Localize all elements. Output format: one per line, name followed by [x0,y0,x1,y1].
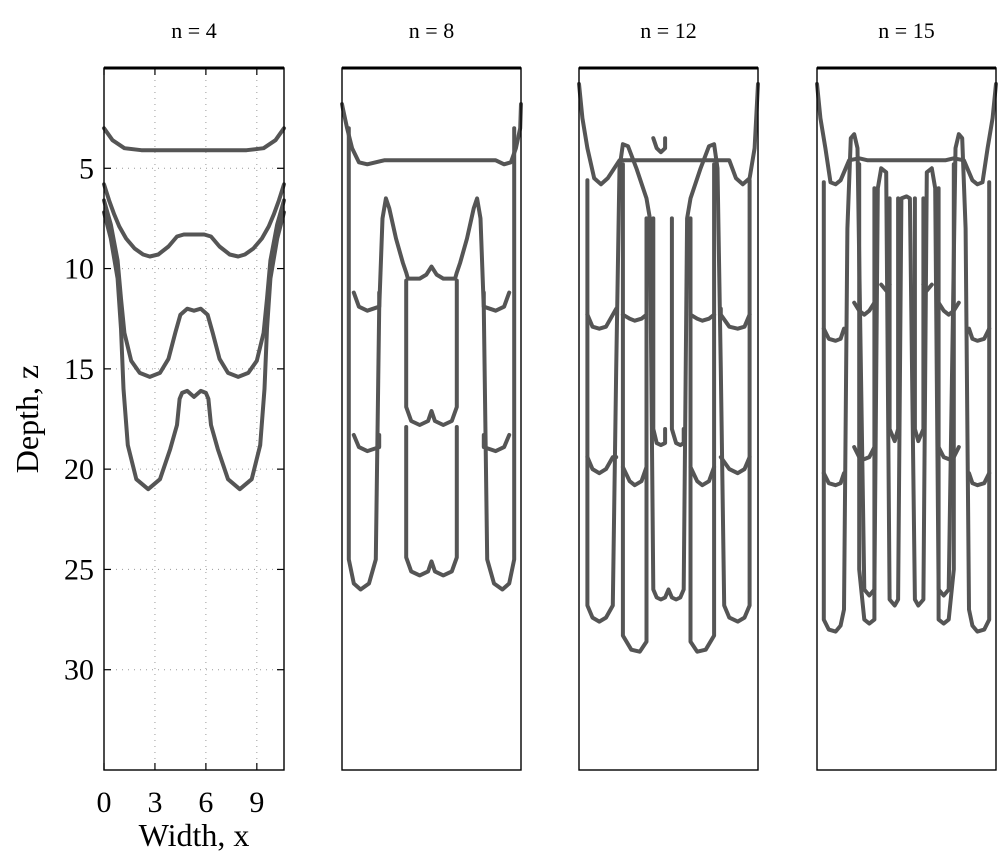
y-tick-label: 5 [79,152,94,185]
y-tick-label: 30 [64,654,94,687]
series-line-4-16 [921,282,934,293]
series-line-3-11 [718,455,752,476]
series-line-3-5 [651,216,668,448]
series-line-4-6 [912,196,926,444]
y-tick-label: 20 [64,453,94,486]
series-line-3-6 [669,216,686,448]
y-tick-label: 25 [64,553,94,586]
series-line-4-1 [815,82,998,187]
series-line-4-10 [967,471,992,488]
series-line-4-4 [936,162,956,626]
plot-frame [341,67,522,771]
series-line-2-3 [351,290,382,313]
y-axis-label: Depth, z [9,365,45,473]
series-line-4-5 [887,196,901,444]
plot-frame [578,67,759,771]
series-line-3-3 [620,162,649,654]
x-axis-label: Width, x [139,817,250,853]
series-line-1-4 [102,210,286,492]
series-line-1-2 [102,182,286,259]
series-line-4-8 [967,326,992,343]
series-line-3-12 [620,312,649,323]
series-line-3-9 [718,306,752,331]
series-line-1-1 [102,126,286,153]
series-line-2-1 [340,102,523,167]
series-line-2-5 [351,433,382,454]
panel-1: n = 4 0 3 6 9 5 10 15 20 25 30 Width, x Depth, z [9,18,286,853]
series-line-2-7 [404,278,459,427]
panel-4: n = 15 [815,18,998,771]
y-tick-label: 10 [64,253,94,286]
series-line-4-2 [821,132,992,634]
series-line-3-10 [585,455,619,476]
series-line-3-14 [620,465,649,488]
series-line-1-3 [102,198,286,379]
y-tick-label: 15 [64,353,94,386]
series-line-4-15 [879,282,892,293]
panel-title: n = 4 [171,18,216,43]
panel-title: n = 15 [878,18,934,43]
series-line-3-15 [688,465,717,488]
series-line-4-3 [857,162,877,626]
x-tick-label: 9 [249,786,264,819]
series-line-4-13 [852,445,877,462]
series-line-2-8 [404,425,459,578]
series-line-2-6 [481,433,512,454]
series-line-4-9 [821,471,846,488]
x-tick-label: 0 [97,786,112,819]
panel-3: n = 12 [577,18,760,771]
series-line-4-7 [821,326,846,343]
series-line-2-4 [481,290,512,313]
x-tick-label: 3 [147,786,162,819]
series-line-4-14 [936,445,961,462]
series-line-3-4 [688,162,717,654]
series-line-4-11 [852,300,877,317]
panel-2: n = 8 [340,18,523,771]
series-line-3-7 [651,136,668,155]
series-line-3-8 [585,306,619,331]
panel-title: n = 12 [640,18,696,43]
series-line-4-12 [936,300,961,317]
series-line-2-2 [346,126,517,592]
x-tick-label: 6 [198,786,213,819]
plot-frame [103,67,285,771]
panel-title: n = 8 [409,18,454,43]
series-line-3-2 [585,142,752,624]
series-line-3-1 [577,82,760,187]
series-line-3-13 [688,312,717,323]
